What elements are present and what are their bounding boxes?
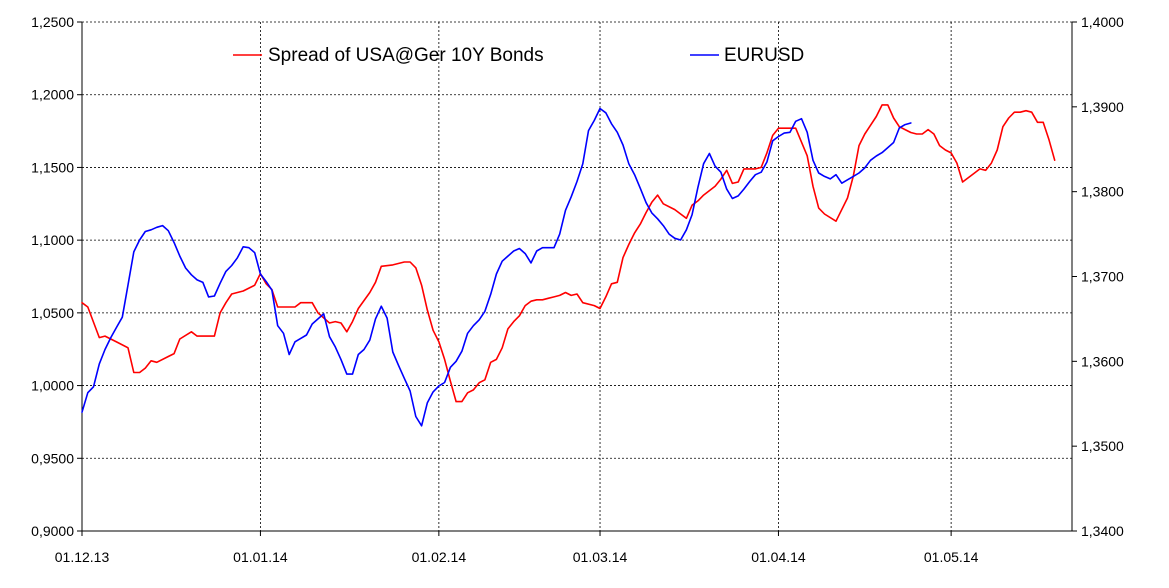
x-tick-label: 01.04.14 [751, 549, 806, 565]
y-left-tick-label: 1,0500 [31, 305, 74, 321]
y-left-tick-label: 0,9500 [31, 450, 74, 466]
legend-label-spread: Spread of USA@Ger 10Y Bonds [268, 45, 544, 66]
y-left-tick-label: 0,9000 [31, 523, 74, 539]
grid [82, 21, 1072, 531]
series-lines [81, 104, 1056, 427]
y-right-tick-label: 1,3700 [1081, 269, 1124, 285]
y-right-tick-label: 1,3500 [1081, 438, 1124, 454]
legend: Spread of USA@Ger 10Y Bonds EURUSD [233, 45, 804, 66]
y-left-tick-label: 1,2000 [31, 87, 74, 103]
axes: 0,9000 0,9500 1,0000 1,0500 1,1000 1,1500 1,20… [31, 14, 1124, 565]
x-tick-label: 01.01.14 [233, 549, 288, 565]
series-line-spread [81, 104, 1056, 403]
y-left-tick-label: 1,2500 [31, 14, 74, 30]
y-right-tick-label: 1,3600 [1081, 353, 1124, 369]
x-tick-label: 01.03.14 [573, 549, 628, 565]
y-left-tick-label: 1,0000 [31, 378, 74, 394]
y-right-tick-label: 1,3900 [1081, 99, 1124, 115]
legend-label-eurusd: EURUSD [724, 45, 804, 66]
y-left-tick-label: 1,1500 [31, 159, 74, 175]
y-right-tick-label: 1,4000 [1081, 14, 1124, 30]
x-tick-label: 01.02.14 [412, 549, 467, 565]
x-tick-label: 01.05.14 [924, 549, 979, 565]
series-line-eurusd [81, 107, 912, 427]
y-right-tick-label: 1,3400 [1081, 523, 1124, 539]
y-left-tick-label: 1,1000 [31, 232, 74, 248]
y-right-tick-label: 1,3800 [1081, 184, 1124, 200]
x-tick-label: 01.12.13 [55, 549, 110, 565]
